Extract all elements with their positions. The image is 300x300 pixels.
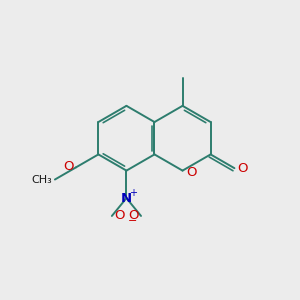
Text: +: + [129, 188, 137, 198]
Text: O: O [128, 209, 139, 223]
Text: O: O [63, 160, 74, 173]
Text: O: O [186, 166, 197, 178]
Text: O: O [114, 209, 125, 223]
Text: CH₃: CH₃ [32, 175, 52, 184]
Text: O: O [237, 162, 247, 175]
Text: N: N [121, 192, 132, 205]
Text: −: − [128, 216, 137, 226]
